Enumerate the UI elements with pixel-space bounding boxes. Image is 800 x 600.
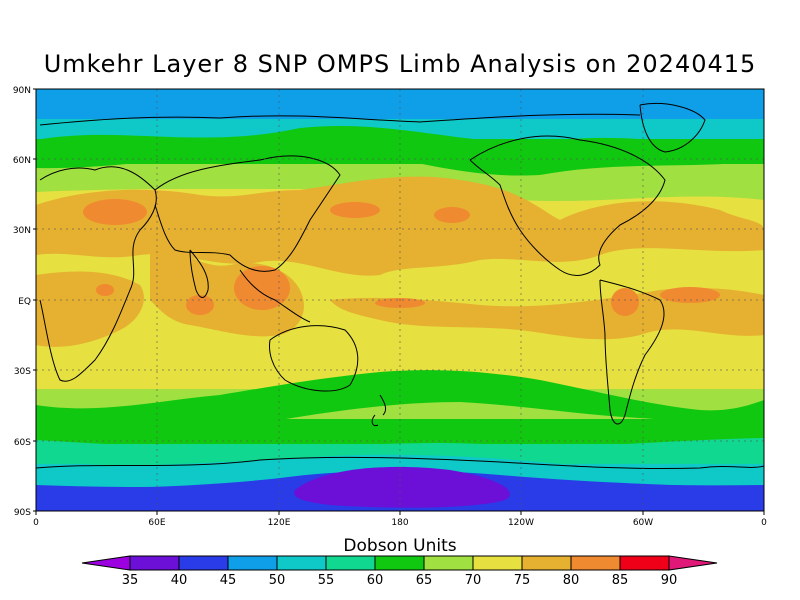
max-africa	[83, 199, 147, 225]
band-arctic	[36, 119, 764, 139]
coast-greenland	[639, 102, 706, 153]
max-north-pacific	[330, 202, 380, 218]
lat-label: 90N	[13, 86, 31, 96]
coast-antarctica	[36, 456, 764, 470]
lat-axis: 90N 60N 30N EQ 30S 60S 90S	[13, 86, 31, 518]
coast-new-zealand	[371, 394, 387, 427]
lon-label: 120W	[508, 518, 534, 528]
colorbar-segment	[570, 555, 621, 571]
colorbar-label: 90	[661, 573, 678, 588]
colorbar-label: 70	[465, 573, 482, 588]
coast-australia	[269, 325, 359, 392]
coast-africa-europe	[39, 166, 157, 382]
coast-north-america	[469, 135, 666, 276]
lon-label: 180	[391, 518, 408, 528]
colorbar-label: 65	[416, 573, 433, 588]
map-title: Umkehr Layer 8 SNP OMPS Limb Analysis on…	[43, 50, 757, 78]
coast-se-asia	[239, 269, 311, 323]
colorbar-label: 75	[514, 573, 531, 588]
colorbar-label: 85	[612, 573, 629, 588]
colorbar-segment	[423, 555, 474, 571]
colorbar-arrow-low	[81, 555, 131, 571]
south-55-wave	[36, 438, 764, 471]
gridlines	[36, 89, 764, 511]
colorbar-label: 80	[563, 573, 580, 588]
colorbar-label: 60	[367, 573, 384, 588]
colorbar-label: 40	[171, 573, 188, 588]
colorbar-label: 45	[220, 573, 237, 588]
lon-ticks	[35, 511, 765, 515]
africa-orange	[36, 271, 144, 347]
lon-axis: 0 60E 120E 180 120W 60W 0	[33, 518, 767, 528]
colorbar-segment	[619, 555, 670, 571]
south-60-wave	[36, 370, 764, 429]
max-indian	[186, 295, 214, 315]
lat-label: EQ	[18, 297, 31, 307]
colorbar-segment	[521, 555, 572, 571]
coast-asia	[154, 155, 341, 272]
colorbar-segment	[374, 555, 425, 571]
colorbar-title: Dobson Units	[343, 536, 457, 556]
lat-label: 60N	[13, 156, 31, 166]
colorbar-label: 35	[122, 573, 139, 588]
colorbar-label: 55	[318, 573, 335, 588]
south-pacific-orange	[330, 287, 764, 340]
lon-label: 120E	[268, 518, 291, 528]
north-hemisphere-orange	[36, 176, 764, 276]
colorbar-segment	[129, 555, 180, 571]
coast-india	[189, 249, 209, 298]
antarctic-minimum	[294, 466, 510, 508]
max-east-pacific	[434, 207, 470, 223]
lat-label: 30N	[13, 226, 31, 236]
colorbar: 35 40 45 50 55 60 65 70 75 80 85 90	[81, 555, 718, 588]
lat-label: 60S	[14, 438, 31, 448]
lat-label: 90S	[14, 508, 31, 518]
lon-label: 60W	[633, 518, 653, 528]
lon-label: 0	[33, 518, 39, 528]
colorbar-arrow-high	[668, 555, 718, 571]
colorbar-segment	[276, 555, 327, 571]
max-equator-pacific	[375, 298, 425, 308]
max-central-africa	[96, 284, 114, 296]
lon-label: 0	[761, 518, 767, 528]
max-brazil	[611, 288, 639, 316]
colorbar-segment	[178, 555, 229, 571]
max-atlantic	[660, 287, 720, 303]
colorbar-segment	[227, 555, 278, 571]
coastlines	[36, 102, 764, 470]
coast-arctic	[39, 113, 641, 126]
lat-label: 30S	[14, 367, 31, 377]
colorbar-segment	[325, 555, 376, 571]
colorbar-segment	[472, 555, 523, 571]
lon-label: 60E	[148, 518, 165, 528]
colorbar-label: 50	[269, 573, 286, 588]
max-maritime	[234, 266, 290, 310]
